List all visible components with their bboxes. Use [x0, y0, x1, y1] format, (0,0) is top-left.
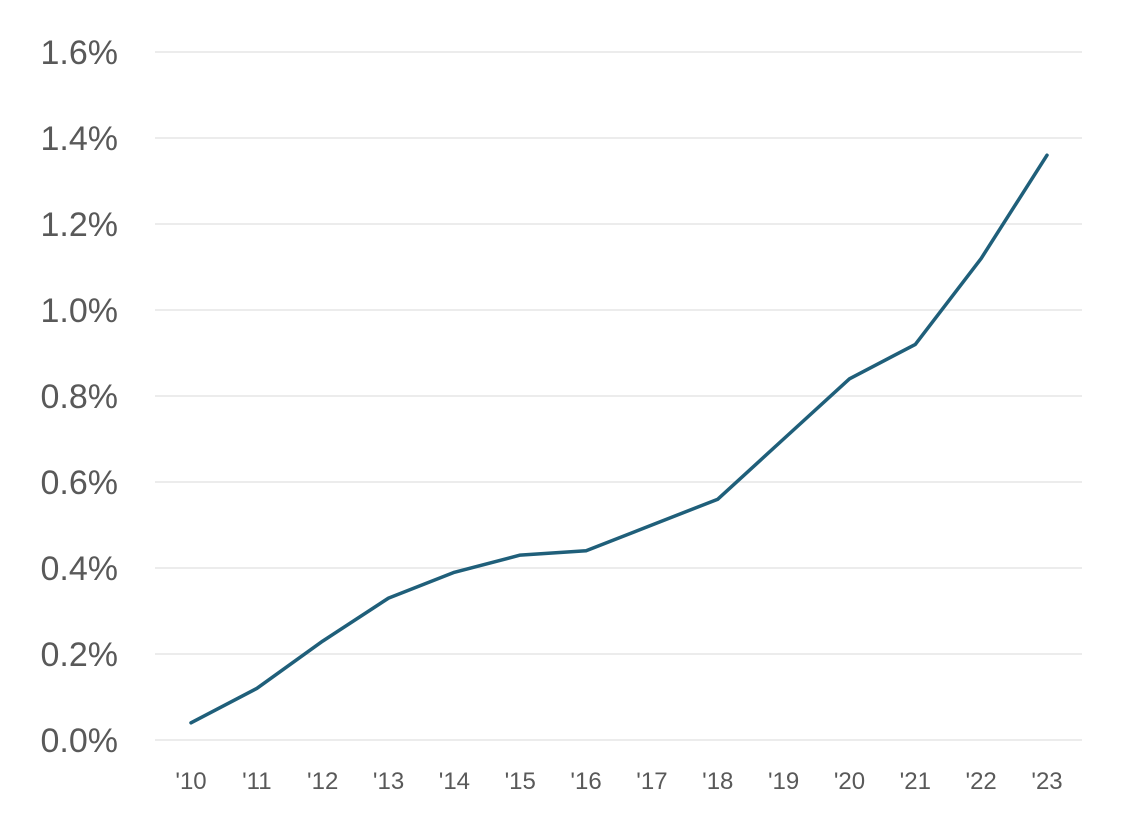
- y-tick-label: 1.6%: [41, 34, 119, 72]
- gridlines: [155, 51, 1082, 741]
- x-tick-label: '23: [1031, 768, 1062, 795]
- x-tick-label: '15: [505, 768, 536, 795]
- y-tick-label: 0.8%: [41, 378, 119, 416]
- x-tick-label: '18: [702, 768, 733, 795]
- y-tick-label: 1.2%: [41, 206, 119, 244]
- y-tick-label: 1.0%: [41, 292, 119, 330]
- x-tick-label: '16: [570, 768, 601, 795]
- x-tick-label: '11: [242, 768, 272, 795]
- series-layer: [189, 153, 1049, 725]
- y-tick-label: 0.2%: [41, 636, 119, 674]
- y-tick-label: 1.4%: [41, 120, 119, 158]
- x-tick-label: '19: [768, 768, 799, 795]
- y-tick-label: 0.0%: [41, 722, 119, 760]
- x-tick-label: '12: [307, 768, 338, 795]
- y-tick-label: 0.6%: [41, 464, 119, 502]
- x-tick-label: '20: [834, 768, 865, 795]
- x-tick-label: '21: [900, 768, 931, 795]
- x-axis: '10 '11 '12 '13 '14 '15 '16 '17 '18 '19 '20 '21 '22 '…: [175, 768, 1062, 795]
- series-line-0: [189, 153, 1049, 725]
- x-tick-label: '13: [373, 768, 404, 795]
- x-tick-label: '22: [966, 768, 997, 795]
- y-axis: 0.0% 0.2% 0.4% 0.6% 0.8% 1.0% 1.2% 1.4% 1.6%: [41, 34, 119, 760]
- x-tick-label: '14: [439, 768, 470, 795]
- x-tick-label: '10: [175, 768, 206, 795]
- x-tick-label: '17: [636, 768, 667, 795]
- y-tick-label: 0.4%: [41, 550, 119, 588]
